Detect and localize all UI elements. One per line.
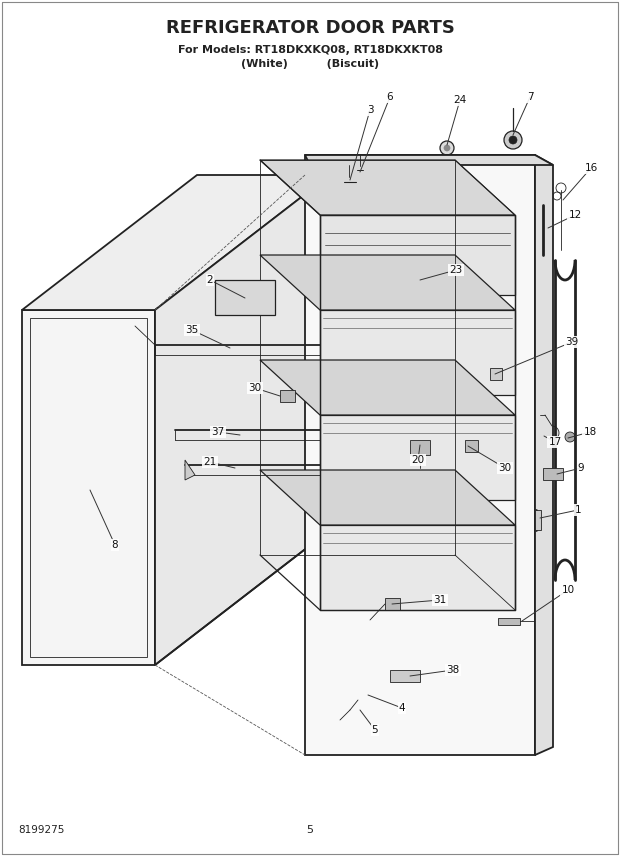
Polygon shape [260, 160, 515, 215]
Text: 10: 10 [562, 585, 575, 595]
Text: 5: 5 [371, 725, 378, 735]
Polygon shape [320, 415, 515, 500]
Text: REFRIGERATOR DOOR PARTS: REFRIGERATOR DOOR PARTS [166, 19, 454, 37]
Circle shape [545, 426, 559, 440]
Text: (White)          (Biscuit): (White) (Biscuit) [241, 59, 379, 69]
Text: eReplacementParts.com: eReplacementParts.com [250, 485, 370, 495]
Text: 21: 21 [203, 457, 216, 467]
Polygon shape [320, 215, 515, 295]
Polygon shape [260, 470, 515, 525]
Polygon shape [155, 175, 330, 665]
Polygon shape [320, 310, 515, 395]
Polygon shape [22, 310, 155, 665]
Polygon shape [390, 670, 420, 682]
Circle shape [353, 676, 377, 700]
Circle shape [356, 166, 364, 174]
Text: 2: 2 [206, 275, 213, 285]
Text: 16: 16 [585, 163, 598, 173]
Polygon shape [260, 360, 515, 415]
Text: 23: 23 [450, 265, 463, 275]
Polygon shape [260, 255, 515, 310]
Text: 7: 7 [526, 92, 533, 102]
Polygon shape [498, 618, 520, 625]
Polygon shape [385, 598, 400, 610]
Text: 39: 39 [565, 337, 578, 347]
Text: For Models: RT18DKXKQ08, RT18DKXKT08: For Models: RT18DKXKQ08, RT18DKXKT08 [177, 45, 443, 55]
Text: 8199275: 8199275 [18, 825, 64, 835]
Text: 30: 30 [249, 383, 262, 393]
Polygon shape [280, 390, 295, 402]
Text: 18: 18 [583, 427, 596, 437]
Polygon shape [410, 440, 430, 455]
Circle shape [344, 177, 354, 187]
Polygon shape [305, 155, 553, 165]
Text: 9: 9 [578, 463, 584, 473]
Polygon shape [465, 440, 478, 452]
Text: 17: 17 [548, 437, 562, 447]
Circle shape [252, 292, 268, 308]
Text: 20: 20 [412, 455, 425, 465]
Polygon shape [535, 510, 541, 530]
Text: 37: 37 [211, 427, 224, 437]
Text: 30: 30 [498, 463, 511, 473]
Circle shape [444, 145, 450, 151]
Circle shape [541, 220, 551, 230]
Circle shape [360, 683, 370, 693]
Circle shape [504, 131, 522, 149]
Text: 5: 5 [306, 825, 314, 835]
Polygon shape [543, 468, 563, 480]
Text: 12: 12 [569, 210, 582, 220]
Polygon shape [22, 175, 330, 310]
Polygon shape [215, 280, 275, 315]
Text: 8: 8 [112, 540, 118, 550]
Polygon shape [305, 155, 535, 755]
Polygon shape [185, 460, 195, 480]
Polygon shape [490, 368, 502, 380]
Text: 38: 38 [446, 665, 459, 675]
Text: 1: 1 [575, 505, 582, 515]
Text: 35: 35 [185, 325, 198, 335]
Polygon shape [535, 155, 553, 755]
Circle shape [440, 141, 454, 155]
Text: 4: 4 [399, 703, 405, 713]
Polygon shape [320, 525, 515, 610]
Text: 3: 3 [366, 105, 373, 115]
Text: 24: 24 [453, 95, 467, 105]
Text: 31: 31 [433, 595, 446, 605]
Circle shape [509, 136, 517, 144]
Circle shape [565, 432, 575, 442]
Text: 6: 6 [387, 92, 393, 102]
